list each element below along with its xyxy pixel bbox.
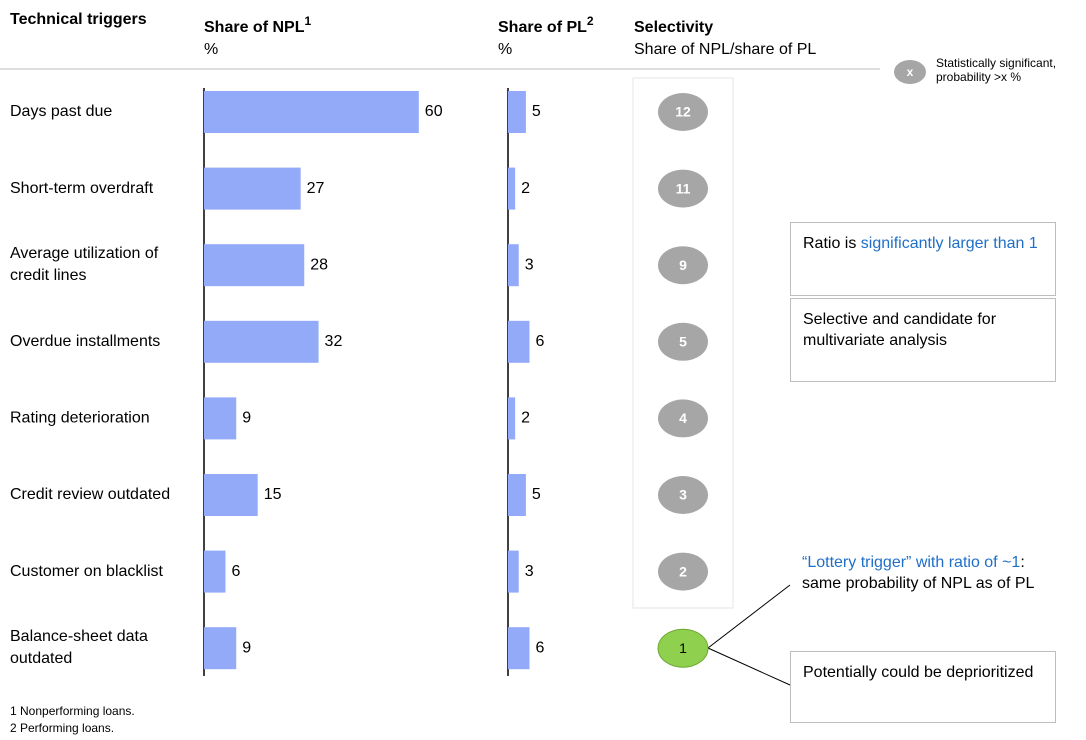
pl-bar <box>508 397 516 440</box>
npl-bar <box>204 397 237 440</box>
connector <box>707 647 791 686</box>
header-selectivity-sub: Share of NPL/share of PL <box>634 41 816 58</box>
pl-bar <box>508 244 519 287</box>
selectivity-badge <box>658 476 708 514</box>
row-label: Overdue installments <box>10 333 160 350</box>
legend-marker <box>894 60 926 84</box>
callout: Ratio is significantly larger than 1 <box>790 222 1056 296</box>
pl-bar <box>508 550 519 593</box>
selectivity-value: 12 <box>675 104 691 120</box>
row-label-line: Average utilization of <box>10 245 159 262</box>
npl-value: 9 <box>242 410 251 427</box>
connector <box>707 584 791 649</box>
pl-bar <box>508 474 526 516</box>
row-label-line: outdated <box>10 650 72 667</box>
npl-bar <box>204 91 419 133</box>
npl-bar <box>204 167 301 210</box>
npl-value: 15 <box>264 486 282 503</box>
selectivity-badge <box>657 628 709 668</box>
npl-value: 9 <box>242 639 251 656</box>
pl-value: 2 <box>521 410 530 427</box>
pl-value: 5 <box>532 486 541 503</box>
pl-value: 3 <box>525 563 534 580</box>
selectivity-badge <box>658 93 708 131</box>
npl-value: 27 <box>307 180 325 197</box>
npl-value: 28 <box>310 256 328 273</box>
pl-value: 3 <box>525 256 534 273</box>
selectivity-badge <box>658 169 708 208</box>
header-selectivity: Selectivity <box>634 19 713 36</box>
callout: Potentially could be deprioritized <box>790 651 1056 723</box>
row-label: Credit review outdated <box>10 486 170 503</box>
npl-bar <box>204 550 226 593</box>
legend-text: Statistically significant, probability >… <box>936 56 1057 84</box>
npl-bar <box>204 244 305 287</box>
selectivity-badge <box>658 552 708 591</box>
selectivity-badge <box>658 399 708 438</box>
pl-bar <box>508 320 530 363</box>
header-pl: Share of PL2 <box>498 14 594 36</box>
selectivity-value: 2 <box>679 563 687 579</box>
npl-value: 32 <box>325 333 343 350</box>
header-pl-unit: % <box>498 41 512 58</box>
footnote: 2 Performing loans. <box>10 721 114 735</box>
selectivity-value: 5 <box>679 334 687 350</box>
row-label: Rating deterioration <box>10 410 150 427</box>
row-label-line: Balance-sheet data <box>10 628 148 645</box>
selectivity-badge <box>658 322 708 361</box>
selectivity-value: 4 <box>679 410 687 426</box>
pl-value: 6 <box>535 333 544 350</box>
pl-bar <box>508 167 516 210</box>
row-label-line: credit lines <box>10 267 86 284</box>
pl-bar <box>508 91 526 133</box>
row-label: Short-term overdraft <box>10 180 154 197</box>
callout: Selective and candidate for multivariate… <box>790 298 1056 382</box>
row-label: Customer on blacklist <box>10 563 164 580</box>
selectivity-value: 3 <box>679 487 687 503</box>
row-label: Days past due <box>10 103 112 120</box>
footnote: 1 Nonperforming loans. <box>10 704 135 718</box>
npl-value: 60 <box>425 103 443 120</box>
pl-value: 5 <box>532 103 541 120</box>
selectivity-value: 9 <box>679 257 687 273</box>
row-label: Balance-sheet data outdated <box>10 628 148 667</box>
npl-value: 6 <box>231 563 240 580</box>
header-npl-unit: % <box>204 41 218 58</box>
header-triggers: Technical triggers <box>10 11 147 28</box>
selectivity-value: 1 <box>679 640 687 656</box>
row-label: Average utilization of credit lines <box>10 245 159 284</box>
legend-marker-text: x <box>907 65 914 79</box>
npl-bar <box>204 627 237 670</box>
pl-value: 2 <box>521 180 530 197</box>
pl-bar <box>508 627 530 670</box>
callout: “Lottery trigger” with ratio of ~1: same… <box>802 554 1035 592</box>
header-npl: Share of NPL1 <box>204 14 311 36</box>
pl-value: 6 <box>535 639 544 656</box>
selectivity-badge <box>658 246 708 285</box>
npl-bar <box>204 474 258 516</box>
selectivity-frame <box>632 77 734 609</box>
selectivity-value: 11 <box>676 180 691 196</box>
npl-bar <box>204 320 319 363</box>
